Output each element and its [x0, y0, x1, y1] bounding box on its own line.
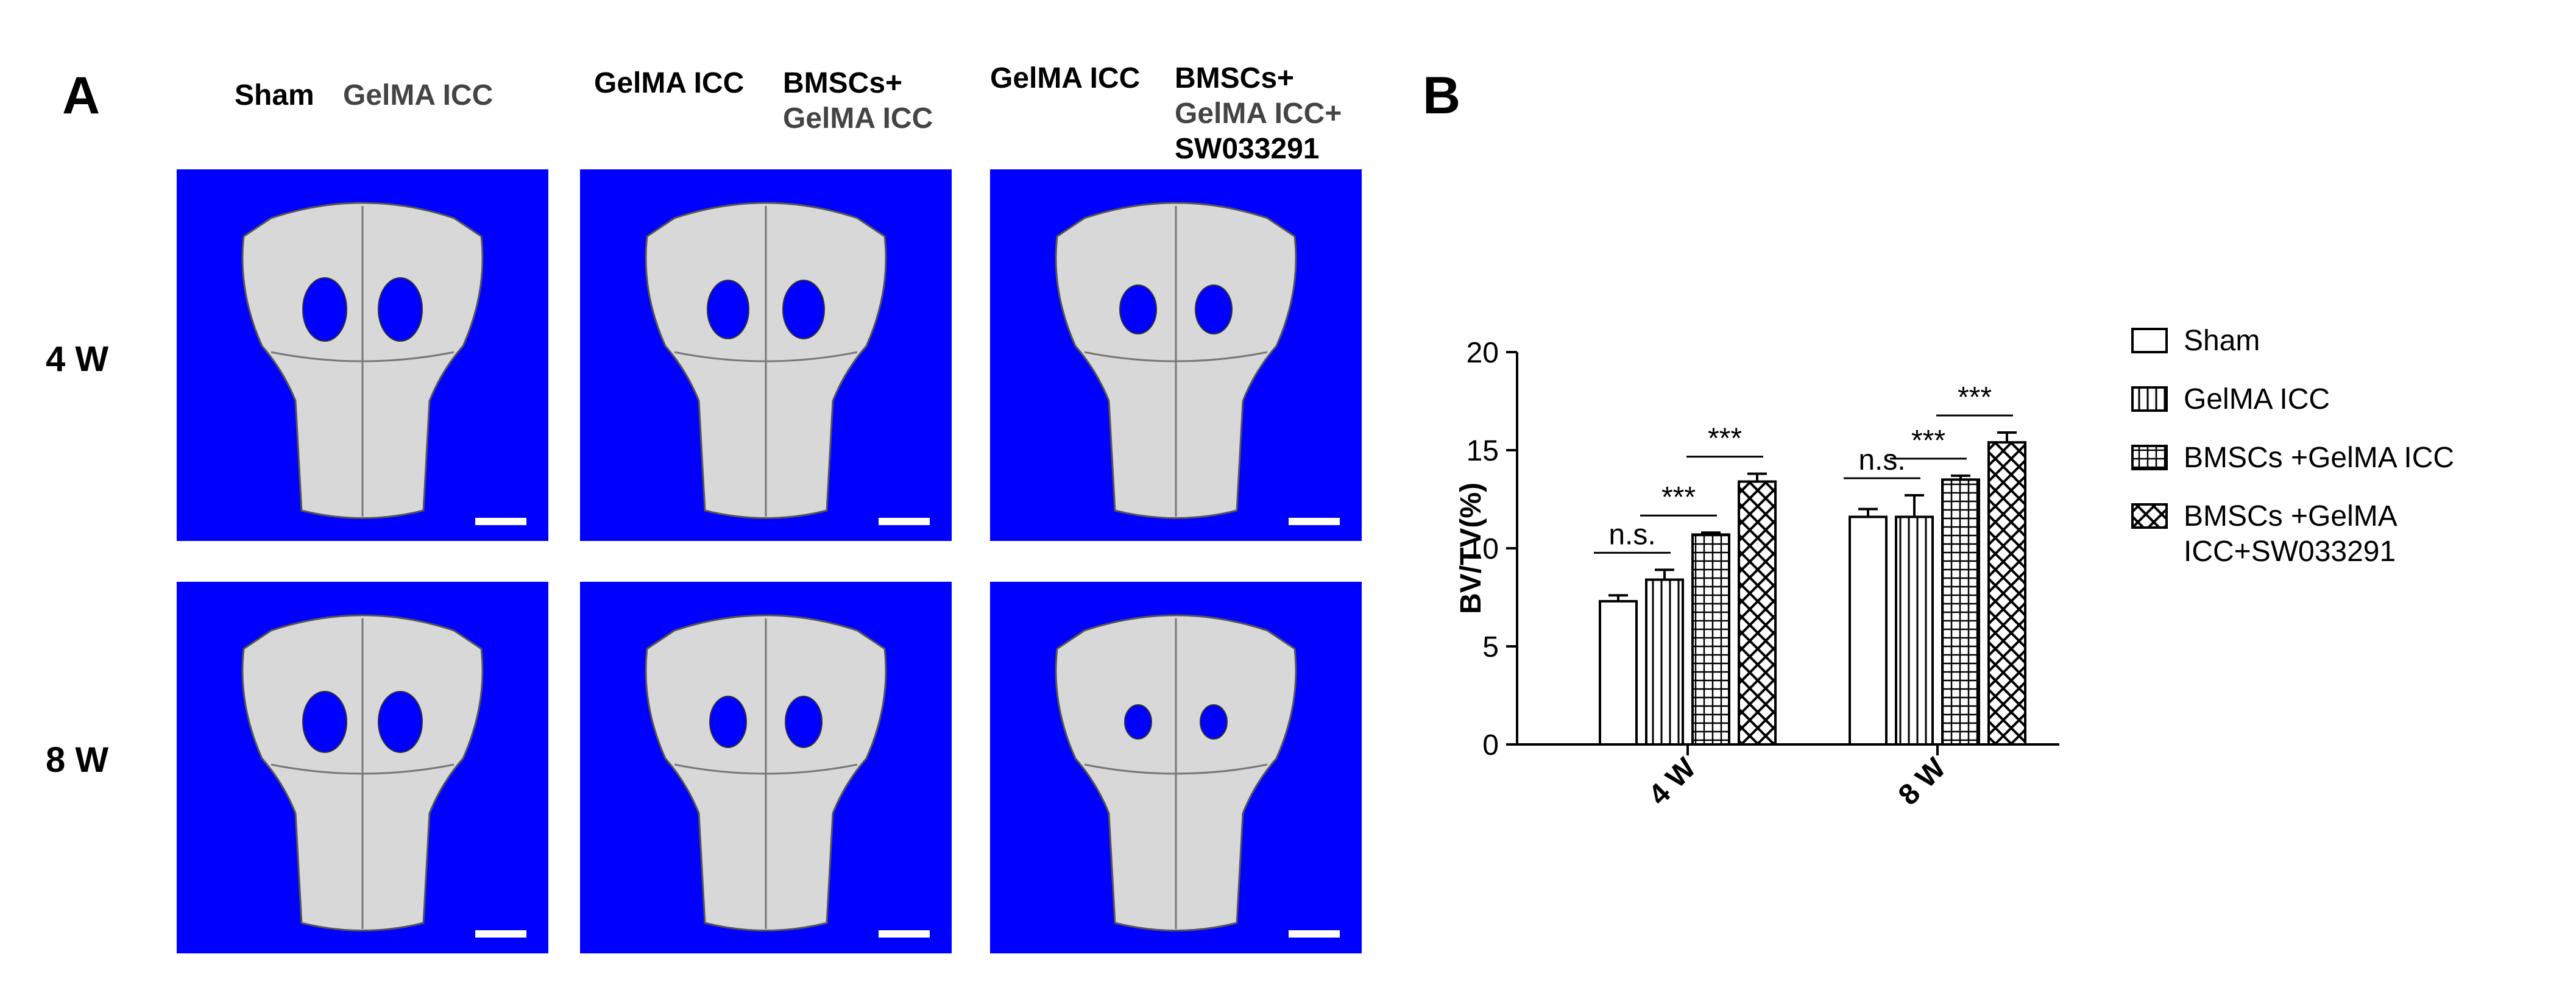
significance-label: n.s.	[1608, 518, 1655, 551]
defect-hole-left	[707, 280, 749, 339]
y-axis-label: BV/TV(%)	[1455, 482, 1487, 614]
scale-bar	[1289, 518, 1340, 525]
bar-sham	[1849, 515, 1888, 746]
defect-hole-right	[785, 696, 823, 748]
defect-hole-left	[1119, 284, 1157, 334]
column-header-gelma-icc-plus: GelMA ICC+	[1175, 97, 1342, 130]
microct-image-r2-c3	[990, 582, 1362, 953]
panel-b-letter: B	[1423, 66, 1461, 125]
legend-label: Sham	[2184, 325, 2260, 357]
defect-hole-left	[709, 696, 747, 748]
scale-bar	[879, 518, 930, 525]
bar-bmscs-gelma-icc-sw033291	[1738, 480, 1777, 746]
bar-bmscs-gelma-icc	[1941, 478, 1980, 746]
defect-hole-left	[302, 277, 347, 342]
scale-bar	[1289, 930, 1340, 938]
row-label-8w: 8 W	[46, 740, 109, 780]
legend-swatch	[2131, 503, 2168, 529]
legend-label: BMSCs +GelMA	[2184, 500, 2397, 532]
y-tick-label: 0	[1482, 729, 1499, 761]
defect-hole-right	[378, 691, 423, 753]
legend-label: BMSCs +GelMA ICC	[2184, 442, 2454, 474]
column-header-sham: Sham	[235, 79, 314, 111]
microct-image-r1-c3	[990, 169, 1362, 541]
legend-swatch	[2131, 328, 2168, 353]
significance-label: ***	[1958, 381, 1992, 414]
y-tick-label: 20	[1467, 337, 1499, 369]
significance-label: ***	[1708, 423, 1742, 455]
legend-label: GelMA ICC	[2184, 383, 2330, 415]
column-header-bmscs-gelma: GelMA ICC	[783, 102, 933, 135]
suture-lines	[674, 618, 858, 929]
suture-lines	[271, 618, 455, 929]
x-tick-label: 8 W	[1892, 752, 1952, 811]
defect-hole-right	[1200, 704, 1228, 740]
suture-lines	[1084, 206, 1268, 517]
microct-image-r2-c1	[177, 582, 548, 953]
column-header-sw033291: SW033291	[1175, 133, 1320, 165]
defect-hole-left	[1124, 704, 1152, 740]
skull-render	[241, 202, 484, 519]
skull-render	[645, 614, 887, 931]
scale-bar	[879, 930, 930, 938]
significance-label: ***	[1911, 425, 1945, 457]
legend-swatch	[2131, 445, 2168, 470]
y-tick-label: 10	[1467, 533, 1499, 565]
suture-lines	[1084, 618, 1268, 929]
scale-bar	[475, 518, 526, 525]
bar-bmscs-gelma-icc-sw033291	[1987, 441, 2026, 746]
significance-label: n.s.	[1858, 444, 1905, 476]
legend-swatch	[2131, 386, 2168, 412]
column-header-bmscs-2: BMSCs+	[1175, 62, 1295, 94]
panel-a-letter: A	[62, 66, 101, 125]
column-header-gelma-icc-3: GelMA ICC	[990, 62, 1141, 94]
row-label-4w: 4 W	[46, 339, 109, 379]
column-header-gelma-icc: GelMA ICC	[343, 79, 494, 111]
defect-hole-right	[378, 277, 423, 342]
y-tick-label: 5	[1482, 631, 1499, 663]
scale-bar	[475, 930, 526, 938]
significance-label: ***	[1661, 481, 1696, 514]
defect-hole-right	[1195, 284, 1233, 334]
column-header-bmscs: BMSCs+	[783, 67, 903, 99]
legend-label: ICC+SW033291	[2184, 535, 2396, 568]
x-tick-label: 4 W	[1643, 752, 1702, 811]
microct-image-r1-c1	[177, 169, 548, 541]
defect-hole-right	[782, 280, 825, 339]
suture-lines	[271, 206, 455, 517]
skull-render	[1055, 614, 1297, 931]
bar-gelma-icc	[1645, 578, 1684, 746]
bar-gelma-icc	[1895, 515, 1934, 746]
defect-hole-left	[302, 691, 347, 753]
bar-bmscs-gelma-icc	[1691, 533, 1730, 746]
microct-image-r2-c2	[580, 582, 952, 953]
y-tick-label: 15	[1467, 435, 1499, 467]
suture-lines	[674, 206, 858, 517]
column-header-gelma-icc-2: GelMA ICC	[594, 67, 745, 99]
skull-render	[645, 202, 887, 519]
skull-render	[241, 614, 484, 931]
microct-image-r1-c2	[580, 169, 952, 541]
bar-sham	[1599, 599, 1638, 746]
skull-render	[1055, 202, 1297, 519]
